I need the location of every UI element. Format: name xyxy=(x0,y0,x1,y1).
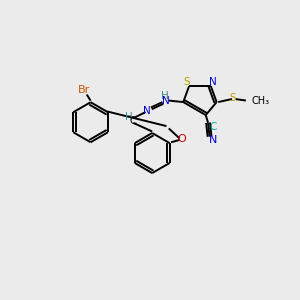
Text: Br: Br xyxy=(78,85,90,95)
Text: N: N xyxy=(208,136,217,146)
Text: S: S xyxy=(183,76,190,86)
Text: H: H xyxy=(161,91,169,101)
Text: C: C xyxy=(210,122,217,132)
Text: CH₃: CH₃ xyxy=(251,95,269,106)
Text: N: N xyxy=(209,76,217,86)
Text: N: N xyxy=(162,96,170,106)
Text: O: O xyxy=(178,134,186,144)
Text: H: H xyxy=(125,112,133,122)
Text: N: N xyxy=(143,106,151,116)
Text: C: C xyxy=(129,116,136,126)
Text: S: S xyxy=(230,93,236,103)
